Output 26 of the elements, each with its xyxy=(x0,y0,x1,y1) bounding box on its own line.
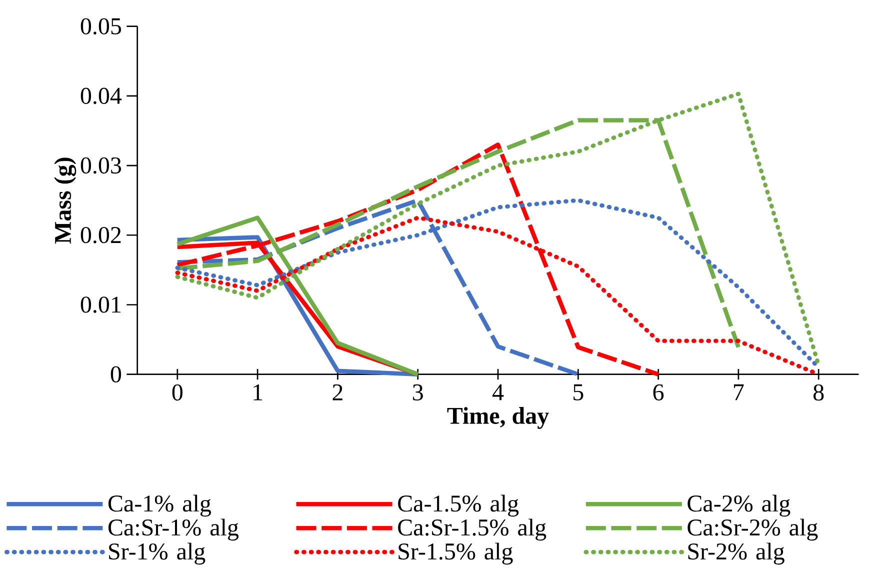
x-tick-label: 4 xyxy=(492,384,504,400)
y-tick-label: 0.02 xyxy=(80,226,121,244)
legend-label: Sr-1.5% alg xyxy=(398,542,513,565)
x-tick-label: 1 xyxy=(254,384,262,400)
y-tick-label: 0.05 xyxy=(80,18,122,34)
x-tick-label: 5 xyxy=(574,384,584,400)
y-tick-label: 0 xyxy=(110,366,122,382)
legend-label: Sr-1% alg xyxy=(109,542,206,565)
x-tick-label: 8 xyxy=(814,384,824,401)
legend-label: Ca:Sr-1% alg xyxy=(108,518,239,541)
legend-label: Ca-1.5% alg xyxy=(398,494,519,517)
x-axis-title: Time, day xyxy=(447,407,549,429)
y-tick-label: 0.04 xyxy=(80,88,122,104)
x-tick-label: 0 xyxy=(172,384,182,401)
x-tick-label: 7 xyxy=(734,384,744,400)
x-tick-label: 6 xyxy=(653,384,664,400)
legend-label: Ca-1% alg xyxy=(108,494,211,517)
legend-label: Sr-2% alg xyxy=(688,542,784,565)
y-tick-label: 0.01 xyxy=(80,296,121,313)
y-tick-label: 0.03 xyxy=(80,157,122,174)
y-axis-title: Mass (g) xyxy=(54,158,76,244)
legend-label: Ca:Sr-2% alg xyxy=(688,518,818,541)
x-tick-label: 3 xyxy=(413,384,423,400)
legend-label: Ca:Sr-1.5% alg xyxy=(398,518,546,541)
legend-label: Ca-2% alg xyxy=(688,494,790,517)
x-tick-label: 2 xyxy=(332,384,342,400)
